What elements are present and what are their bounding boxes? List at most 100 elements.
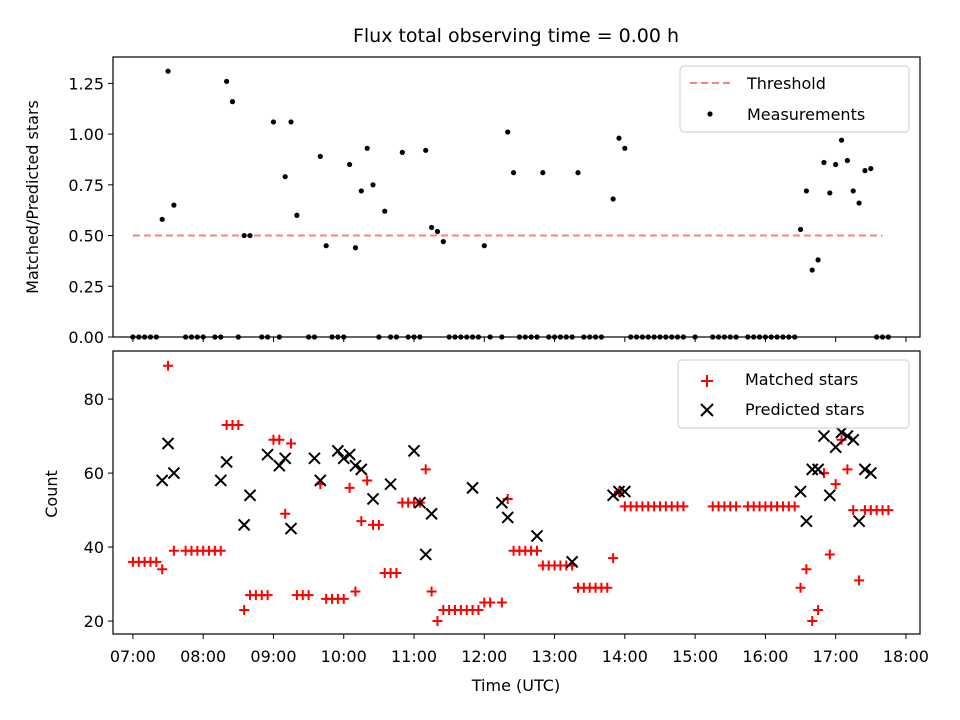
matched-star-point — [485, 597, 496, 608]
x-tick-label: 11:00 — [391, 647, 437, 666]
matched-star-point — [262, 590, 273, 601]
matched-star-point — [848, 505, 859, 516]
predicted-star-point — [261, 448, 274, 461]
matched-star-point — [338, 593, 349, 604]
top-y-tick-label: 0.00 — [68, 328, 104, 347]
measurement-point — [364, 145, 370, 151]
matched-star-point — [795, 582, 806, 593]
predicted-star-point — [466, 481, 479, 495]
bottom-y-tick-label: 80 — [84, 390, 104, 409]
matched-star-point — [215, 545, 226, 556]
bottom-legend: Matched stars Predicted stars — [677, 359, 910, 429]
x-tick-label: 14:00 — [602, 647, 648, 666]
predicted-star-point — [308, 452, 321, 465]
top-y-tick-label: 0.75 — [68, 176, 104, 195]
matched-star-point — [496, 597, 507, 608]
measurement-point — [827, 190, 833, 196]
predicted-star-point — [366, 492, 380, 506]
measurement-point — [815, 257, 821, 263]
measurement-point — [797, 226, 804, 233]
predicted-star-point — [161, 437, 175, 450]
measurement-point — [370, 182, 376, 188]
x-tick-label: 08:00 — [180, 647, 226, 666]
matched-star-point — [233, 419, 244, 430]
measurement-point — [440, 239, 446, 245]
measurement-point — [434, 228, 441, 235]
measurement-point — [821, 159, 827, 166]
matched-star-point — [157, 564, 168, 575]
bottom-y-tick-label: 20 — [84, 612, 104, 631]
matched-star-point — [344, 482, 355, 493]
measurement-point — [868, 165, 874, 172]
predicted-star-point — [419, 548, 432, 561]
top-y-tick-label: 1.00 — [68, 125, 104, 144]
matched-star-point — [239, 604, 250, 615]
top-legend-box — [679, 65, 910, 133]
measurement-point — [399, 149, 405, 155]
matched-star-point — [280, 508, 291, 519]
x-tick-label: 12:00 — [461, 647, 507, 666]
top-legend: Threshold Measurements — [679, 65, 910, 133]
matched-legend-marker — [701, 375, 713, 387]
bottom-axes-frame — [112, 350, 921, 635]
predicted-star-point — [331, 444, 345, 458]
x-axis-label: Time (UTC) — [471, 676, 560, 695]
matched-star-point — [789, 501, 800, 512]
matched-star-point — [356, 516, 367, 527]
measurement-point — [317, 153, 323, 160]
measurement-point — [270, 119, 277, 125]
legend-label-predicted: Predicted stars — [745, 400, 865, 419]
measurement-point — [323, 243, 329, 249]
measurement-point — [352, 245, 359, 251]
matched-star-point — [151, 556, 162, 567]
predicted-star-point — [847, 433, 860, 446]
count-panel: Count Time (UTC) 20 40 60 80 07:00 08:00 09:00… — [42, 350, 929, 695]
matched-star-point — [813, 604, 824, 615]
predicted-star-point — [823, 489, 837, 502]
matched-star-point — [303, 590, 314, 601]
measurement-point — [575, 170, 581, 176]
predicted-star-point — [384, 477, 397, 491]
matched-star-point — [678, 501, 689, 512]
top-axes-frame — [112, 56, 921, 338]
predicted-star-point — [214, 474, 227, 487]
predicted-star-point — [800, 514, 813, 528]
x-tick-label: 09:00 — [250, 647, 296, 666]
predicted-star-point — [565, 555, 579, 569]
matched-star-point — [824, 549, 835, 560]
predicted-star-point — [864, 466, 878, 480]
matched-star-point — [274, 434, 285, 445]
bottom-y-tick-label: 60 — [84, 464, 104, 483]
predicted-legend-marker — [700, 403, 714, 417]
matched-star-point — [854, 575, 865, 586]
measurement-point — [803, 188, 809, 194]
predicted-star-point — [278, 452, 292, 465]
matched-star-point — [432, 616, 443, 627]
measurement-point — [622, 145, 628, 151]
top-y-axis-label: Matched/Predicted stars — [23, 100, 42, 294]
top-y-tick-label: 0.50 — [68, 227, 104, 246]
predicted-star-point — [806, 463, 819, 476]
ratio-panel: Flux total observing time = 0.00 h Match… — [23, 25, 921, 347]
matched-star-point — [830, 479, 841, 490]
predicted-star-point — [167, 466, 181, 480]
predicted-star-point — [612, 485, 626, 498]
measurement-point — [159, 216, 165, 222]
chart-title: Flux total observing time = 0.00 h — [353, 25, 679, 47]
measurement-point — [833, 161, 839, 168]
predicted-star-point — [618, 485, 632, 498]
predicted-star-point — [501, 511, 514, 524]
predicted-star-point — [829, 440, 842, 454]
measurement-point — [510, 170, 517, 176]
measurement-point — [358, 188, 364, 194]
measurement-point — [294, 212, 300, 218]
predicted-star-point — [273, 459, 286, 472]
measurement-point — [616, 135, 622, 141]
top-y-tick-label: 1.25 — [68, 74, 104, 93]
measurement-point — [282, 174, 288, 180]
predicted-star-point — [425, 507, 438, 520]
top-y-tick-label: 0.25 — [68, 277, 104, 296]
measurement-point — [481, 243, 487, 249]
measurement-point — [165, 68, 171, 74]
